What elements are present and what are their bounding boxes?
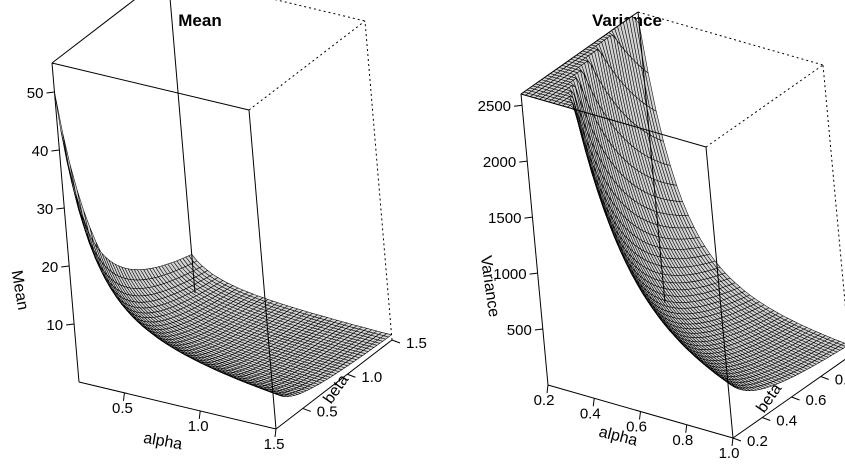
y-tick-mark bbox=[347, 373, 356, 378]
z-tick-mark bbox=[534, 328, 543, 331]
z-tick-label: 50 bbox=[27, 85, 44, 102]
box-edge bbox=[275, 339, 393, 430]
y-tick-label: 0.5 bbox=[317, 403, 338, 420]
z-tick-mark bbox=[56, 207, 65, 210]
y-tick-label: 0.4 bbox=[776, 413, 797, 430]
x-tick-mark bbox=[198, 410, 201, 419]
variance-z-axis-label: Variance bbox=[477, 255, 502, 319]
x-tick-label: 1.0 bbox=[719, 445, 740, 462]
x-tick-mark bbox=[122, 392, 125, 401]
box-edge-hidden bbox=[364, 20, 393, 341]
mean-title: Mean bbox=[178, 11, 221, 30]
box-edge bbox=[169, 0, 196, 294]
z-tick-label: 2500 bbox=[478, 98, 511, 115]
y-tick-label: 1.5 bbox=[406, 335, 427, 352]
mean-x-ticks: 0.5 1.0 1.5 bbox=[112, 392, 285, 453]
y-tick-mark bbox=[762, 417, 771, 421]
mean-surface bbox=[54, 91, 393, 397]
box-edge bbox=[248, 109, 277, 430]
y-tick-mark bbox=[391, 339, 401, 344]
x-tick-mark bbox=[274, 428, 277, 438]
z-tick-label: 1000 bbox=[493, 266, 526, 283]
x-tick-label: 1.0 bbox=[188, 418, 209, 435]
box-edge bbox=[51, 62, 80, 383]
z-tick-mark bbox=[46, 91, 55, 94]
z-tick-mark bbox=[51, 149, 60, 152]
variance-panel: Variance 500 1000 1500 2000 2500 0.2 0.4 0.6 0.… bbox=[477, 11, 845, 462]
y-tick-label: 0.2 bbox=[747, 433, 768, 450]
box-edge bbox=[78, 381, 277, 430]
mean-y-ticks: 0.5 1.0 1.5 bbox=[302, 335, 427, 420]
y-tick-label: 0.6 bbox=[806, 392, 827, 409]
mean-z-ticks: 10 20 30 40 50 bbox=[27, 85, 75, 334]
z-tick-label: 500 bbox=[507, 322, 532, 339]
mean-box-front bbox=[51, 0, 393, 430]
z-tick-label: 2000 bbox=[483, 154, 516, 171]
y-tick-mark bbox=[820, 376, 829, 380]
z-tick-mark bbox=[524, 216, 533, 219]
z-tick-mark bbox=[519, 160, 528, 163]
y-tick-mark bbox=[791, 396, 800, 401]
x-tick-label: 0.8 bbox=[672, 432, 693, 449]
y-tick-mark bbox=[302, 407, 311, 412]
box-edge-hidden bbox=[637, 11, 824, 66]
surface-facet bbox=[77, 190, 90, 234]
y-tick-label: 1.0 bbox=[361, 369, 382, 386]
x-tick-label: 0.4 bbox=[580, 405, 601, 422]
z-tick-label: 40 bbox=[32, 143, 49, 160]
z-tick-label: 20 bbox=[41, 259, 58, 276]
z-tick-mark bbox=[513, 104, 523, 107]
mean-box-back bbox=[248, 0, 393, 341]
variance-box-back bbox=[637, 11, 845, 308]
z-tick-label: 10 bbox=[46, 317, 63, 334]
box-edge bbox=[51, 0, 135, 64]
mean-x-axis-label: alpha bbox=[142, 430, 184, 454]
box-edge bbox=[520, 93, 549, 386]
y-tick-label: 0.8 bbox=[835, 372, 845, 389]
x-tick-label: 1.5 bbox=[264, 436, 285, 453]
x-tick-label: 0.5 bbox=[112, 400, 133, 417]
box-edge-hidden bbox=[705, 64, 824, 148]
z-tick-mark bbox=[529, 272, 538, 275]
box-edge-hidden bbox=[248, 20, 366, 111]
variance-x-ticks: 0.20.40.60.81.0 bbox=[534, 384, 740, 462]
x-tick-label: 0.2 bbox=[534, 392, 555, 409]
box-edge-hidden bbox=[822, 64, 845, 308]
y-tick-mark bbox=[732, 437, 742, 442]
z-tick-mark bbox=[61, 265, 70, 268]
box-edge bbox=[51, 62, 250, 111]
variance-surface bbox=[520, 15, 845, 391]
mean-panel: Mean 10 20 30 40 50 0.5 1.0 1.5 0.5 1.0 1.5 Mean… bbox=[8, 0, 427, 453]
surface-facet bbox=[383, 333, 393, 338]
z-tick-mark bbox=[66, 323, 75, 326]
z-tick-label: 30 bbox=[37, 201, 54, 218]
mean-z-axis-label: Mean bbox=[8, 269, 32, 311]
z-tick-label: 1500 bbox=[488, 210, 521, 227]
